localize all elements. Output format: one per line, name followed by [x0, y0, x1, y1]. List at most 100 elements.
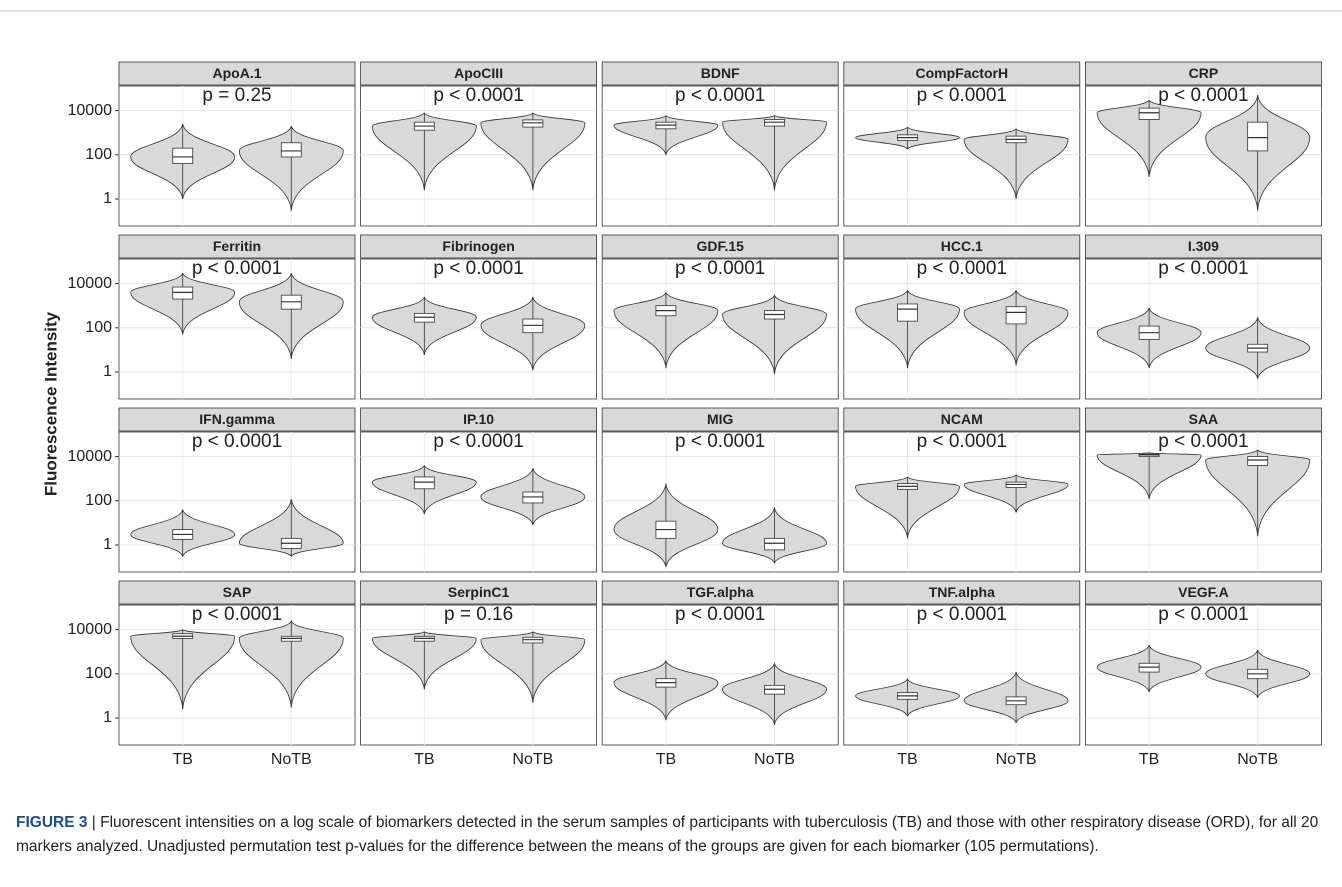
- x-tick-label: NoTB: [271, 751, 312, 768]
- strip: [601, 234, 839, 259]
- box: [280, 142, 302, 158]
- strip: [1085, 234, 1322, 259]
- panel-title: SAP: [223, 584, 252, 600]
- strip: [360, 61, 598, 86]
- strip: [118, 234, 356, 259]
- strip: [118, 580, 356, 605]
- strip: [360, 580, 598, 605]
- panel-title: MIG: [707, 411, 734, 427]
- x-tick-label: NoTB: [996, 751, 1037, 768]
- box: [1247, 456, 1269, 466]
- panel-title: I.309: [1188, 238, 1219, 254]
- caption: FIGURE 3 | Fluorescent intensities on a …: [16, 811, 1326, 859]
- panel: [843, 604, 1081, 746]
- chart: Fluorescence Intensity ApoA.1 1 100 10000 p …: [0, 10, 1342, 768]
- strip: [843, 234, 1081, 259]
- panel-title: HCC.1: [941, 238, 983, 254]
- x-tick-label: TB: [656, 751, 676, 768]
- y-tick-label: 1: [103, 709, 112, 726]
- panel: [360, 85, 598, 227]
- strip: [118, 407, 356, 432]
- x-tick-label: NoTB: [1237, 751, 1278, 768]
- panel: [1085, 431, 1322, 573]
- panel-title: VEGF.A: [1178, 584, 1229, 600]
- annotation: p < 0.0001: [433, 258, 523, 279]
- annotation: p < 0.0001: [1158, 431, 1248, 452]
- strip: [601, 61, 839, 86]
- strip: [1085, 580, 1322, 605]
- annotation: p < 0.0001: [433, 431, 523, 452]
- x-tick-label: TB: [414, 751, 434, 768]
- x-tick-label: NoTB: [512, 751, 553, 768]
- strip: [118, 61, 356, 86]
- panel-title: IFN.gamma: [199, 411, 275, 427]
- panel-title: Ferritin: [213, 238, 261, 254]
- panel-title: TNF.alpha: [929, 584, 995, 600]
- annotation: p = 0.25: [202, 85, 271, 106]
- annotation: p < 0.0001: [192, 258, 282, 279]
- panel-title: Fibrinogen: [442, 238, 514, 254]
- box: [764, 537, 785, 551]
- y-tick-label: 1: [103, 536, 112, 553]
- strip: [1085, 407, 1322, 432]
- y-tick-label: 100: [85, 146, 112, 163]
- strip: [843, 61, 1081, 86]
- panel: [601, 85, 839, 227]
- annotation: p < 0.0001: [675, 258, 765, 279]
- annotation: p < 0.0001: [1158, 258, 1248, 279]
- y-tick-label: 100: [85, 665, 112, 682]
- panel-title: CRP: [1189, 65, 1219, 81]
- annotation: p < 0.0001: [192, 431, 282, 452]
- annotation: p < 0.0001: [192, 604, 282, 625]
- annotation: p < 0.0001: [917, 431, 1007, 452]
- annotation: p < 0.0001: [917, 604, 1007, 625]
- strip: [843, 580, 1081, 605]
- panel-title: GDF.15: [696, 238, 744, 254]
- panel-title: ApoA.1: [213, 65, 262, 81]
- panel: [360, 604, 598, 746]
- x-tick-label: TB: [1139, 751, 1159, 768]
- box: [897, 303, 918, 322]
- box: [1247, 121, 1269, 152]
- y-tick-label: 1: [103, 363, 112, 380]
- box: [1005, 306, 1027, 325]
- y-axis-label: Fluorescence Intensity: [41, 311, 60, 496]
- panel-title: TGF.alpha: [687, 584, 754, 600]
- panel-title: SerpinC1: [448, 584, 510, 600]
- y-tick-label: 10000: [68, 448, 113, 465]
- panel: [118, 431, 356, 573]
- x-tick-label: TB: [172, 751, 192, 768]
- panel-title: SAA: [1189, 411, 1219, 427]
- box: [1138, 107, 1160, 120]
- y-tick-label: 10000: [68, 621, 113, 638]
- y-tick-label: 100: [85, 492, 112, 509]
- strip: [360, 234, 598, 259]
- panel: [118, 604, 356, 746]
- annotation: p < 0.0001: [1158, 85, 1248, 106]
- annotation: p < 0.0001: [917, 258, 1007, 279]
- annotation: p < 0.0001: [1158, 604, 1248, 625]
- y-tick-label: 1: [103, 190, 112, 207]
- strip: [601, 407, 839, 432]
- panel: [118, 258, 356, 400]
- panel-title: IP.10: [463, 411, 494, 427]
- y-tick-label: 10000: [68, 102, 113, 119]
- panel-title: NCAM: [941, 411, 983, 427]
- annotation: p < 0.0001: [675, 431, 765, 452]
- box: [522, 119, 544, 128]
- x-tick-label: NoTB: [754, 751, 795, 768]
- y-tick-label: 10000: [68, 275, 113, 292]
- panel-title: BDNF: [701, 65, 740, 81]
- box: [172, 286, 194, 300]
- annotation: p < 0.0001: [917, 85, 1007, 106]
- caption-text: | Fluorescent intensities on a log scale…: [16, 814, 1319, 855]
- box: [413, 476, 435, 490]
- panel-title: CompFactorH: [916, 65, 1009, 81]
- annotation: p < 0.0001: [675, 85, 765, 106]
- x-tick-label: TB: [897, 751, 917, 768]
- panel-title: ApoCIII: [454, 65, 503, 81]
- annotation: p = 0.16: [444, 604, 513, 625]
- caption-label: FIGURE 3: [16, 814, 88, 831]
- annotation: p < 0.0001: [675, 604, 765, 625]
